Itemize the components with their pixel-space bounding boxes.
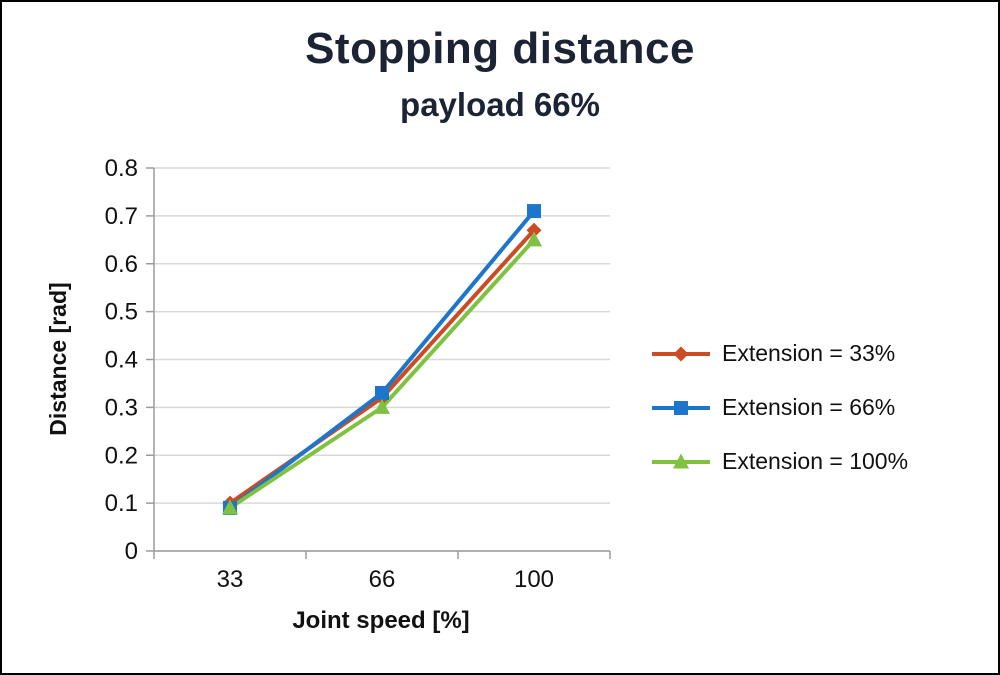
svg-text:0.7: 0.7 [105,203,138,230]
chart-title: Stopping distance [305,24,695,73]
chart-subtitle: payload 66% [400,86,600,123]
legend-swatch-triangle-icon [652,453,710,468]
legend-swatch-diamond-icon [652,346,710,361]
x-axis-title: Joint speed [%] [292,607,470,634]
svg-text:33: 33 [217,566,244,593]
svg-text:0.5: 0.5 [105,299,138,326]
svg-text:0.3: 0.3 [105,394,138,421]
svg-text:0.4: 0.4 [105,347,138,374]
legend-swatch-square-icon [652,400,710,415]
svg-text:0.6: 0.6 [105,251,138,278]
svg-text:0: 0 [125,538,138,565]
legend-label: Extension = 100% [722,448,909,474]
legend-item: Extension = 33% [650,340,908,367]
y-axis-title: Distance [rad] [45,282,71,436]
svg-text:66: 66 [369,566,396,593]
svg-text:0.2: 0.2 [105,442,138,469]
legend-label: Extension = 66% [722,394,896,420]
legend: Extension = 33% Extension = 66% Extensio… [650,340,908,475]
svg-text:0.1: 0.1 [105,490,138,517]
legend-item: Extension = 66% [650,394,908,421]
legend-item: Extension = 100% [650,448,908,475]
svg-text:0.8: 0.8 [105,155,138,182]
svg-text:100: 100 [514,566,554,593]
legend-label: Extension = 33% [722,340,896,366]
